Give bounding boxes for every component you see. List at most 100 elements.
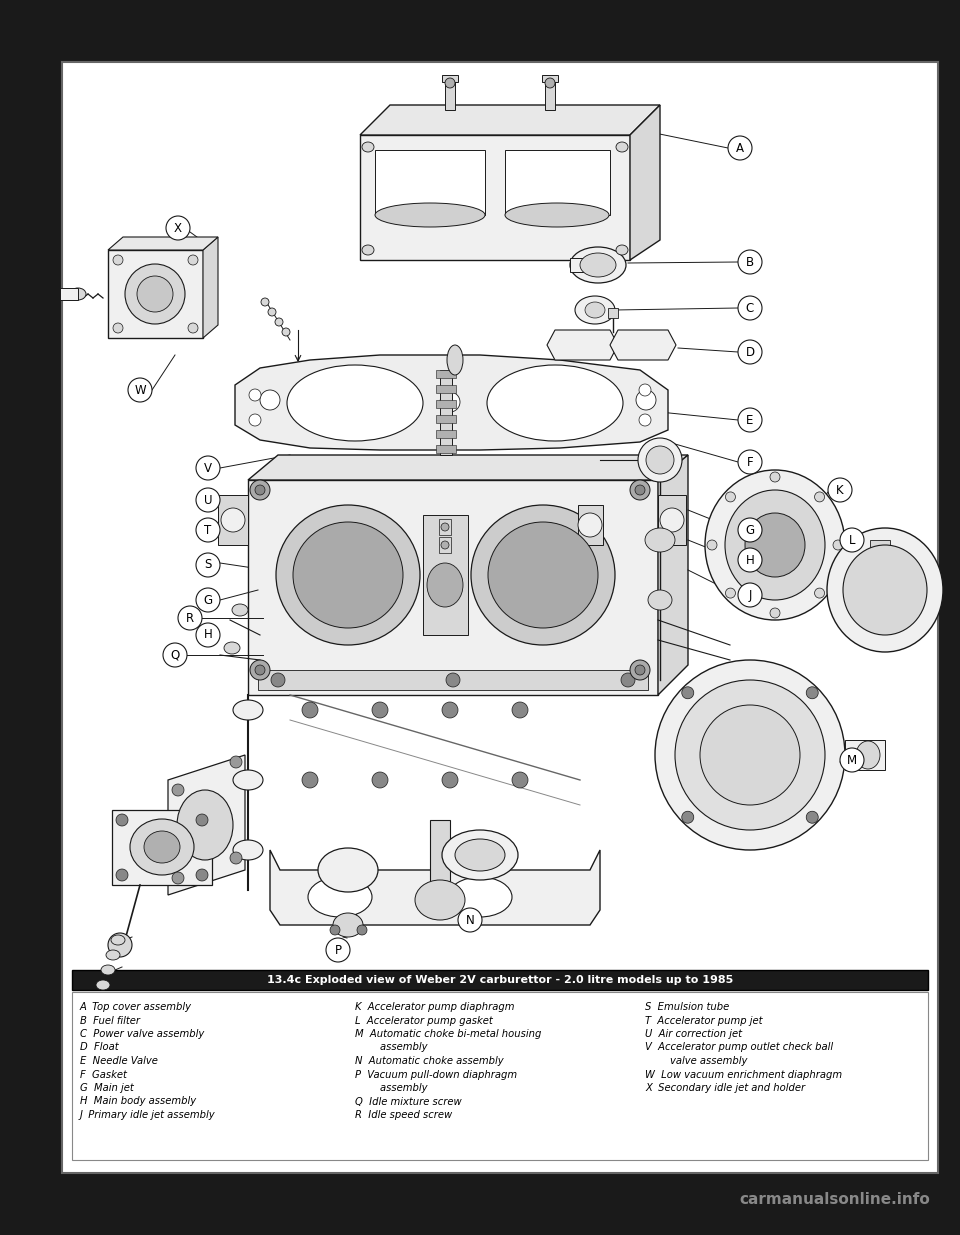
Ellipse shape	[806, 811, 818, 824]
Ellipse shape	[113, 324, 123, 333]
Ellipse shape	[630, 659, 650, 680]
Ellipse shape	[635, 664, 645, 676]
Text: H  Main body assembly: H Main body assembly	[80, 1097, 196, 1107]
Ellipse shape	[96, 981, 110, 990]
Bar	[658, 495, 686, 545]
Ellipse shape	[128, 378, 152, 403]
Text: A  Top cover assembly: A Top cover assembly	[80, 1002, 192, 1011]
Ellipse shape	[196, 588, 220, 613]
Text: Q: Q	[170, 648, 180, 662]
Ellipse shape	[570, 247, 626, 283]
Ellipse shape	[458, 908, 482, 932]
Ellipse shape	[255, 485, 265, 495]
Ellipse shape	[738, 408, 762, 432]
Ellipse shape	[745, 513, 805, 577]
Polygon shape	[235, 354, 668, 450]
Ellipse shape	[442, 701, 458, 718]
Ellipse shape	[224, 642, 240, 655]
Bar	[436, 370, 456, 378]
Ellipse shape	[260, 390, 280, 410]
Ellipse shape	[108, 932, 132, 957]
Text: assembly: assembly	[355, 1042, 427, 1052]
Text: D  Float: D Float	[80, 1042, 119, 1052]
Polygon shape	[203, 237, 218, 338]
Ellipse shape	[578, 513, 602, 537]
Polygon shape	[360, 135, 630, 261]
Text: J  Primary idle jet assembly: J Primary idle jet assembly	[80, 1110, 216, 1120]
Bar	[72, 969, 928, 990]
Ellipse shape	[188, 324, 198, 333]
Ellipse shape	[178, 606, 202, 630]
Ellipse shape	[725, 490, 825, 600]
Ellipse shape	[705, 471, 845, 620]
Ellipse shape	[646, 446, 674, 474]
Ellipse shape	[856, 741, 880, 769]
Ellipse shape	[330, 925, 340, 935]
Ellipse shape	[833, 540, 843, 550]
Text: J: J	[748, 589, 752, 601]
Ellipse shape	[806, 687, 818, 699]
Ellipse shape	[130, 819, 194, 876]
Bar	[439, 519, 451, 535]
Ellipse shape	[196, 456, 220, 480]
Ellipse shape	[814, 588, 825, 598]
Ellipse shape	[707, 540, 717, 550]
Polygon shape	[630, 105, 660, 261]
Ellipse shape	[441, 522, 449, 531]
Bar	[60, 288, 78, 300]
Ellipse shape	[738, 249, 762, 274]
Text: D: D	[745, 346, 755, 358]
Ellipse shape	[738, 450, 762, 474]
Ellipse shape	[287, 366, 423, 441]
Text: B  Fuel filter: B Fuel filter	[80, 1015, 140, 1025]
Polygon shape	[610, 330, 676, 359]
Text: N  Automatic choke assembly: N Automatic choke assembly	[355, 1056, 504, 1066]
Polygon shape	[547, 330, 618, 359]
Ellipse shape	[726, 588, 735, 598]
Text: T  Accelerator pump jet: T Accelerator pump jet	[645, 1015, 762, 1025]
Ellipse shape	[177, 790, 233, 860]
Ellipse shape	[196, 488, 220, 513]
Ellipse shape	[512, 772, 528, 788]
Ellipse shape	[111, 935, 125, 945]
Ellipse shape	[166, 216, 190, 240]
Bar	[423, 515, 468, 635]
Bar	[436, 430, 456, 438]
Ellipse shape	[196, 517, 220, 542]
Ellipse shape	[261, 298, 269, 306]
Ellipse shape	[163, 643, 187, 667]
Bar	[545, 80, 555, 110]
Text: T: T	[204, 524, 211, 536]
Ellipse shape	[249, 414, 261, 426]
Bar	[845, 740, 885, 769]
Ellipse shape	[232, 604, 248, 616]
Text: L: L	[849, 534, 855, 547]
Ellipse shape	[302, 701, 318, 718]
Ellipse shape	[580, 253, 616, 277]
Text: assembly: assembly	[355, 1083, 427, 1093]
Ellipse shape	[282, 329, 290, 336]
Ellipse shape	[738, 548, 762, 572]
Ellipse shape	[125, 264, 185, 324]
Ellipse shape	[442, 772, 458, 788]
Bar	[436, 445, 456, 453]
Bar	[870, 540, 890, 550]
Ellipse shape	[276, 505, 420, 645]
Ellipse shape	[843, 545, 927, 635]
Text: K  Accelerator pump diaphragm: K Accelerator pump diaphragm	[355, 1002, 515, 1011]
Text: L  Accelerator pump gasket: L Accelerator pump gasket	[355, 1015, 492, 1025]
Text: W: W	[134, 384, 146, 396]
Text: F: F	[747, 456, 754, 468]
Ellipse shape	[738, 583, 762, 606]
Ellipse shape	[448, 877, 512, 918]
Bar	[570, 258, 598, 272]
Polygon shape	[108, 237, 218, 249]
Bar	[445, 80, 455, 110]
Ellipse shape	[362, 142, 374, 152]
Text: X: X	[174, 221, 182, 235]
Ellipse shape	[675, 680, 825, 830]
Ellipse shape	[545, 78, 555, 88]
Bar	[440, 370, 452, 454]
Ellipse shape	[137, 275, 173, 312]
Ellipse shape	[488, 522, 598, 629]
